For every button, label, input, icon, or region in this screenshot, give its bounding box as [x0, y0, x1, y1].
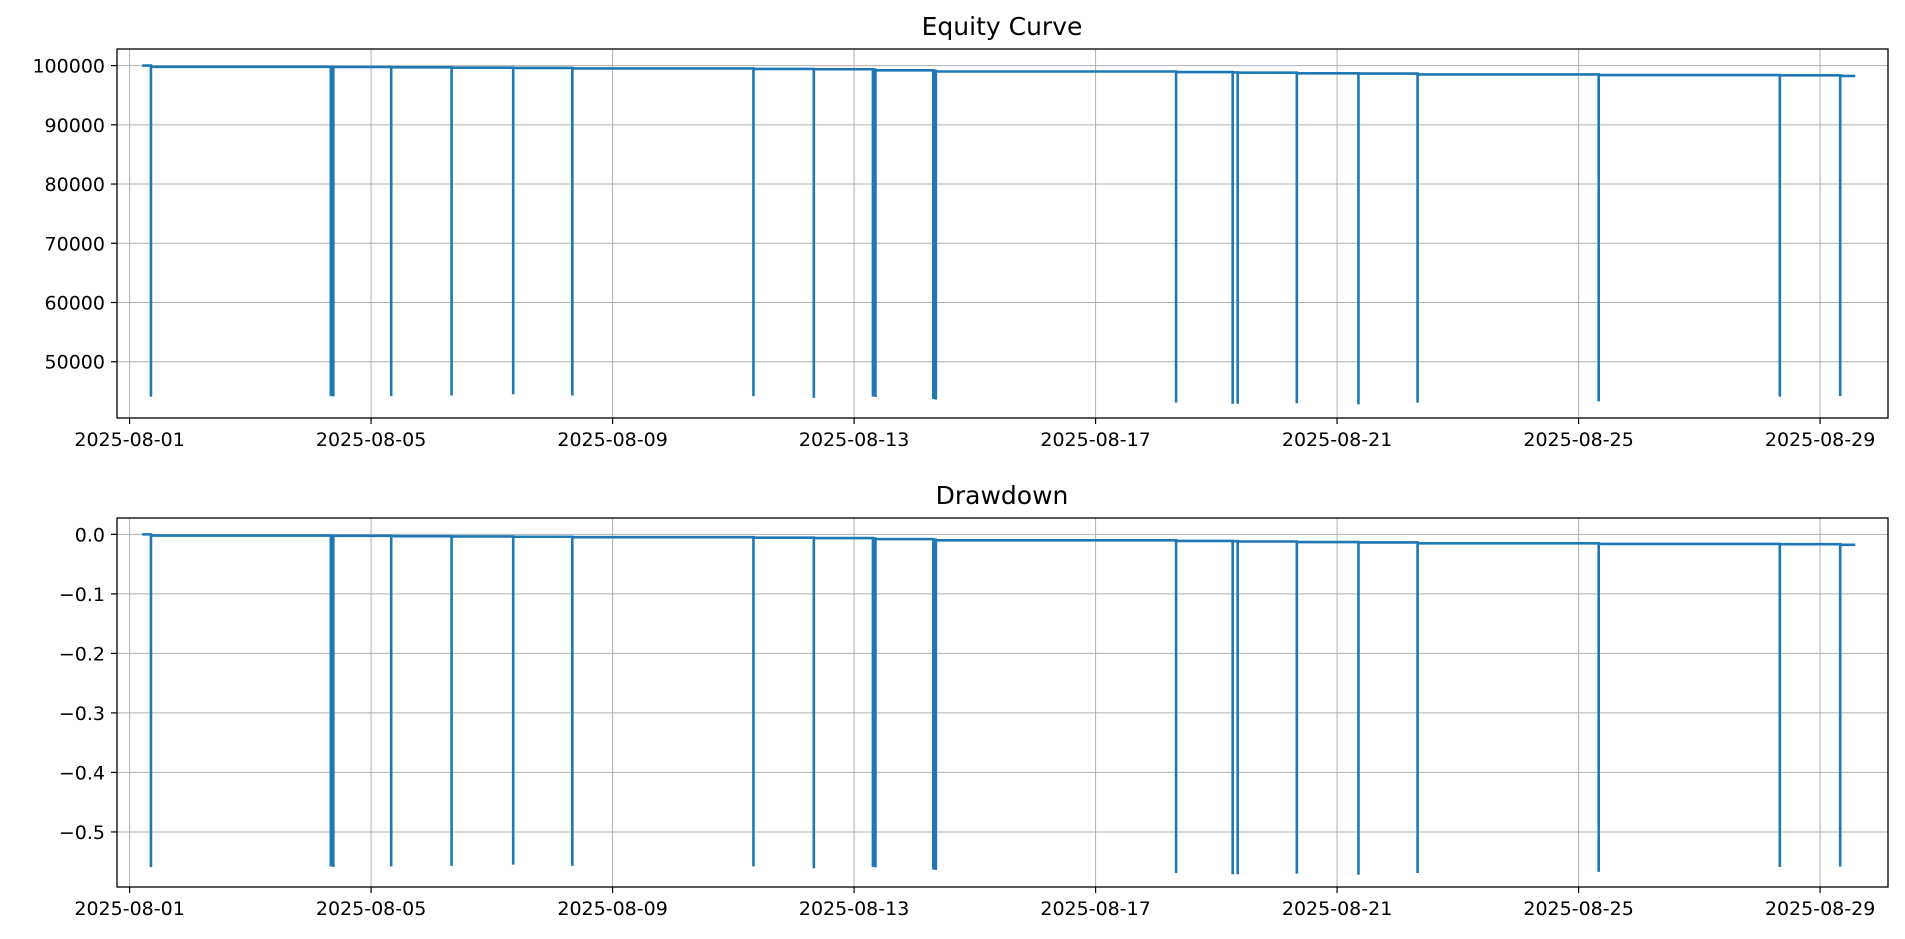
drawdown-plot-frame: [116, 517, 1889, 888]
drawdown-x-tick-label: 2025-08-13: [799, 898, 909, 920]
drawdown-y-tick-label: −0.2: [59, 643, 105, 665]
equity-curve-y-tick-label: 100000: [32, 56, 105, 78]
equity-curve-title: Equity Curve: [922, 12, 1083, 41]
equity-curve-x-tick-label: 2025-08-13: [799, 429, 909, 451]
equity-curve-x-tick-label: 2025-08-17: [1040, 429, 1150, 451]
drawdown-x-tick-label: 2025-08-25: [1523, 898, 1633, 920]
equity-curve-x-tick-label: 2025-08-05: [316, 429, 426, 451]
equity-curve-series: [142, 64, 1856, 405]
drawdown-y-tick-label: −0.5: [59, 822, 105, 844]
equity-curve-y-tick-label: 70000: [45, 233, 105, 255]
drawdown-series-line: [142, 533, 1856, 875]
equity-curve-plot-frame: [116, 48, 1889, 419]
drawdown-title: Drawdown: [936, 481, 1069, 510]
drawdown-y-tick-label: 0.0: [75, 524, 105, 546]
drawdown-y-axis: −0.5 −0.4 −0.3 −0.2 −0.1 0.0: [59, 524, 117, 844]
equity-curve-y-tick-label: 80000: [45, 174, 105, 196]
drawdown-grid: [117, 518, 1888, 887]
equity-curve-y-tick-label: 90000: [45, 115, 105, 137]
equity-curve-y-tick-label: 60000: [45, 293, 105, 315]
drawdown-x-tick-label: 2025-08-05: [316, 898, 426, 920]
equity-curve-x-tick-label: 2025-08-25: [1523, 429, 1633, 451]
drawdown-x-tick-label: 2025-08-01: [74, 898, 184, 920]
drawdown-x-tick-label: 2025-08-17: [1040, 898, 1150, 920]
equity-curve-x-tick-label: 2025-08-09: [557, 429, 667, 451]
equity-curve-x-tick-label: 2025-08-01: [74, 429, 184, 451]
drawdown-x-axis: 2025-08-01 2025-08-05 2025-08-09 2025-08-13…: [74, 887, 1875, 920]
drawdown-x-tick-label: 2025-08-29: [1765, 898, 1875, 920]
drawdown-x-tick-label: 2025-08-21: [1282, 898, 1392, 920]
equity-curve-panel: Equity Curve 2025-08-01 2025-08-05 2025-08…: [32, 12, 1889, 451]
drawdown-x-tick-label: 2025-08-09: [557, 898, 667, 920]
equity-curve-series-line: [142, 64, 1856, 405]
equity-curve-x-axis: 2025-08-01 2025-08-05 2025-08-09 2025-08-13…: [74, 418, 1875, 451]
drawdown-y-tick-label: −0.4: [59, 762, 105, 784]
drawdown-y-tick-label: −0.1: [59, 584, 105, 606]
drawdown-panel: Drawdown 2025-08-01 2025-08-05 2025-08-09 2…: [59, 481, 1889, 920]
equity-curve-x-tick-label: 2025-08-21: [1282, 429, 1392, 451]
equity-curve-y-axis: 50000 60000 70000 80000 90000 100000: [32, 56, 117, 374]
drawdown-series: [142, 533, 1856, 875]
drawdown-y-tick-label: −0.3: [59, 703, 105, 725]
equity-curve-x-tick-label: 2025-08-29: [1765, 429, 1875, 451]
equity-curve-grid: [117, 49, 1888, 418]
equity-curve-y-tick-label: 50000: [45, 352, 105, 374]
